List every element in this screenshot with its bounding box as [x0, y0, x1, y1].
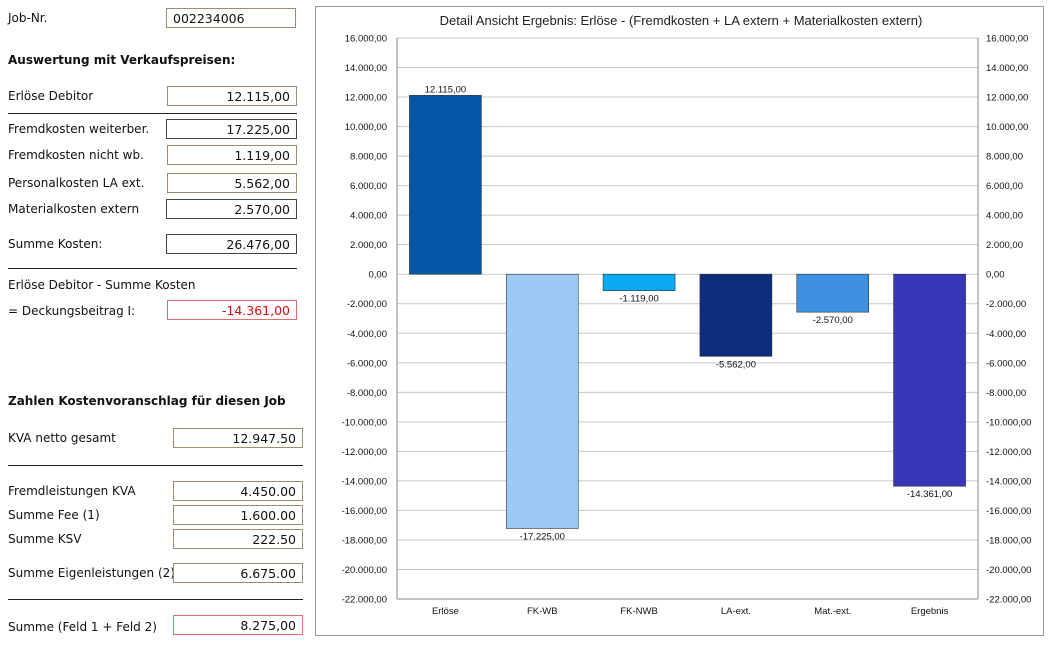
- materialkosten-label: Materialkosten extern: [8, 202, 140, 216]
- chart-panel: Detail Ansicht Ergebnis: Erlöse - (Fremd…: [315, 6, 1044, 636]
- grid-layer: [396, 37, 979, 600]
- divider: [8, 268, 297, 269]
- x-tick-label: Ergebnis: [911, 606, 949, 617]
- y-tick-label-right: 16.000,00: [986, 34, 1028, 45]
- data-label: -5.562,00: [716, 359, 756, 370]
- y-tick-label-left: 12.000,00: [345, 93, 387, 104]
- formula-label: Erlöse Debitor - Summe Kosten: [8, 278, 196, 292]
- y-tick-label-right: 0,00: [986, 270, 1005, 281]
- y-tick-label-right: -4.000,00: [986, 329, 1026, 340]
- divider: [8, 113, 297, 114]
- divider: [8, 599, 303, 600]
- y-tick-label-right: 4.000,00: [986, 211, 1023, 222]
- summe-eigenleistungen-label: Summe Eigenleistungen (2): [8, 566, 175, 580]
- y-tick-label-left: 0,00: [369, 270, 388, 281]
- fremdleistungen-kva-label: Fremdleistungen KVA: [8, 484, 136, 498]
- y-tick-label-right: -10.000,00: [986, 417, 1031, 428]
- y-tick-label-left: 4.000,00: [350, 211, 387, 222]
- bar-erl-se: [409, 95, 482, 275]
- y-tick-label-left: 16.000,00: [345, 34, 387, 45]
- summe-feld-field[interactable]: 8.275,00: [173, 615, 303, 635]
- erloese-debitor-label: Erlöse Debitor: [8, 89, 94, 103]
- y-tick-label-right: -18.000,00: [986, 535, 1031, 546]
- summe-kosten-field[interactable]: 26.476,00: [166, 234, 297, 254]
- y-tick-label-left: 10.000,00: [345, 122, 387, 133]
- y-tick-label-right: 10.000,00: [986, 122, 1028, 133]
- bar-ergebnis: [893, 273, 966, 487]
- materialkosten-field[interactable]: 2.570,00: [166, 199, 297, 219]
- y-tick-label-left: -2.000,00: [347, 299, 387, 310]
- y-tick-label-left: -22.000,00: [342, 595, 387, 606]
- divider: [8, 465, 303, 466]
- job-number-label: Job-Nr.: [8, 11, 48, 25]
- data-label: -17.225,00: [520, 532, 565, 543]
- label-layer: 16.000,00 16.000,00 14.000,00 14.000,00 12.0…: [342, 34, 1032, 618]
- result-bar-chart: Detail Ansicht Ergebnis: Erlöse - (Fremd…: [342, 13, 1032, 618]
- bar-fk-wb: [505, 273, 579, 529]
- y-tick-label-right: -22.000,00: [986, 595, 1031, 606]
- data-label: -2.570,00: [813, 315, 853, 326]
- y-tick-label-left: -6.000,00: [347, 358, 387, 369]
- personalkosten-label: Personalkosten LA ext.: [8, 176, 145, 190]
- section-heading-kva: Zahlen Kostenvoranschlag für diesen Job: [8, 394, 286, 408]
- y-tick-label-right: -2.000,00: [986, 299, 1026, 310]
- y-tick-label-left: 6.000,00: [350, 181, 387, 192]
- y-tick-label-left: -10.000,00: [342, 417, 387, 428]
- fremdkosten-nwb-field[interactable]: 1.119,00: [167, 145, 297, 165]
- y-tick-label-right: -8.000,00: [986, 388, 1026, 399]
- y-tick-label-left: 14.000,00: [345, 63, 387, 74]
- kva-netto-label: KVA netto gesamt: [8, 431, 116, 445]
- bar-fk-nwb: [602, 273, 676, 292]
- bar-la-ext: [699, 273, 773, 357]
- summe-fee-field[interactable]: 1.600.00: [173, 505, 303, 525]
- y-tick-label-right: -20.000,00: [986, 565, 1031, 576]
- fremdkosten-wb-field[interactable]: 17.225,00: [166, 119, 297, 139]
- y-tick-label-right: 2.000,00: [986, 240, 1023, 251]
- y-tick-label-right: 14.000,00: [986, 63, 1028, 74]
- x-tick-label: FK-WB: [527, 606, 558, 617]
- y-tick-label-left: -20.000,00: [342, 565, 387, 576]
- y-tick-label-right: 6.000,00: [986, 181, 1023, 192]
- section-heading-sales: Auswertung mit Verkaufspreisen:: [8, 53, 236, 67]
- summe-eigenleistungen-field[interactable]: 6.675.00: [173, 563, 303, 583]
- y-tick-label-left: -8.000,00: [347, 388, 387, 399]
- deckungsbeitrag-label: = Deckungsbeitrag I:: [8, 304, 136, 318]
- y-tick-label-left: -18.000,00: [342, 535, 387, 546]
- fremdleistungen-kva-field[interactable]: 4.450.00: [173, 481, 303, 501]
- data-label: -1.119,00: [619, 294, 658, 305]
- y-tick-label-right: 12.000,00: [986, 93, 1028, 104]
- y-tick-label-left: -4.000,00: [347, 329, 387, 340]
- y-tick-label-right: 8.000,00: [986, 152, 1023, 163]
- deckungsbeitrag-field[interactable]: -14.361,00: [167, 300, 297, 320]
- summe-fee-label: Summe Fee (1): [8, 508, 100, 522]
- bar-mat-ext: [796, 273, 870, 313]
- summe-ksv-label: Summe KSV: [8, 532, 82, 546]
- y-tick-label-left: 8.000,00: [350, 152, 387, 163]
- bar-layer: [409, 95, 966, 529]
- summe-feld-label: Summe (Feld 1 + Feld 2): [8, 620, 157, 634]
- x-tick-label: LA-ext.: [721, 606, 751, 617]
- x-tick-label: Erlöse: [432, 606, 459, 617]
- job-number-field[interactable]: 002234006: [166, 8, 296, 28]
- y-tick-label-left: -12.000,00: [342, 447, 387, 458]
- data-label: -14.361,00: [907, 489, 952, 500]
- x-tick-label: FK-NWB: [620, 606, 657, 617]
- y-tick-label-right: -14.000,00: [986, 476, 1031, 487]
- y-tick-label-left: -16.000,00: [342, 506, 387, 517]
- fremdkosten-wb-label: Fremdkosten weiterber.: [8, 122, 150, 136]
- chart-title: Detail Ansicht Ergebnis: Erlöse - (Fremd…: [440, 13, 923, 28]
- x-tick-label: Mat.-ext.: [814, 606, 851, 617]
- y-tick-label-right: -6.000,00: [986, 358, 1026, 369]
- kva-netto-field[interactable]: 12.947.50: [173, 428, 303, 448]
- summe-ksv-field[interactable]: 222.50: [173, 529, 303, 549]
- y-tick-label-right: -16.000,00: [986, 506, 1031, 517]
- personalkosten-field[interactable]: 5.562,00: [167, 173, 297, 193]
- y-tick-label-left: -14.000,00: [342, 476, 387, 487]
- y-tick-label-left: 2.000,00: [350, 240, 387, 251]
- fremdkosten-nwb-label: Fremdkosten nicht wb.: [8, 148, 144, 162]
- y-tick-label-right: -12.000,00: [986, 447, 1031, 458]
- summe-kosten-label: Summe Kosten:: [8, 237, 103, 251]
- data-label: 12.115,00: [425, 84, 467, 95]
- erloese-debitor-field[interactable]: 12.115,00: [167, 86, 297, 106]
